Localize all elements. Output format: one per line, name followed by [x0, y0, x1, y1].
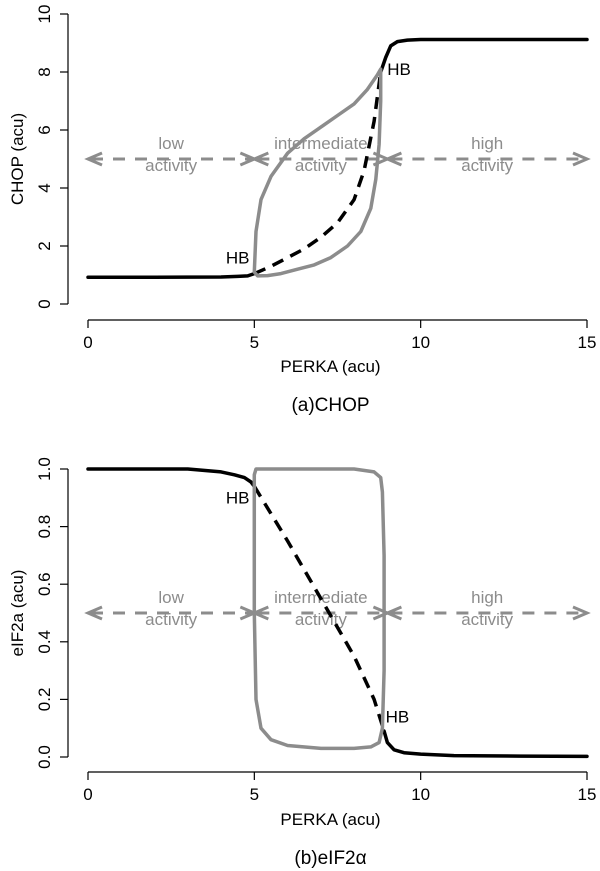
hopf-bifurcation-label: HB — [387, 60, 411, 79]
region-arrow-left-head — [383, 605, 402, 621]
region-arrow-left-head — [84, 605, 103, 621]
y-tick-label: 6 — [35, 125, 54, 134]
hopf-bifurcation-label: HB — [386, 707, 410, 726]
x-tick-label: 10 — [411, 785, 430, 804]
region-label: low — [158, 134, 184, 153]
region-label: activity — [461, 156, 513, 175]
unstable-steady-state-series — [252, 485, 386, 732]
x-tick-label: 15 — [578, 333, 597, 352]
region-label: high — [471, 134, 503, 153]
region-high-activity: high activity — [383, 134, 591, 175]
limit-cycle-series — [252, 67, 383, 278]
y-tick-label: 0.6 — [35, 572, 54, 596]
y-tick-label: 10 — [35, 5, 54, 24]
stable-steady-state-series — [86, 271, 257, 280]
y-axis-label: CHOP (acu) — [8, 113, 27, 205]
y-tick-label: 2 — [35, 241, 54, 250]
hopf-bifurcation-label: HB — [226, 489, 250, 508]
hopf-bifurcation-label: HB — [226, 248, 250, 267]
region-label: activity — [295, 156, 347, 175]
region-arrow-left-head — [383, 151, 402, 167]
region-label: low — [158, 588, 184, 607]
x-axis-label: PERKA (acu) — [280, 810, 380, 829]
chart-panel-2: 0 5 10 15 0.0 0.2 0.4 0.6 0.8 1.0 PERKA (acu) eIF2a… — [8, 457, 596, 869]
stable-steady-state-series — [86, 467, 257, 489]
limit-cycle-series — [252, 467, 386, 751]
region-high-activity: high activity — [383, 588, 591, 629]
region-label: high — [471, 588, 503, 607]
y-tick-label: 8 — [35, 67, 54, 76]
chart-panel-1: 0 5 10 15 0 2 4 6 8 10 PERKA (acu) CHOP (acu) (a)CHO… — [8, 5, 596, 416]
region-label: activity — [461, 610, 513, 629]
region-label: intermediate — [274, 134, 368, 153]
region-arrow-right-head — [572, 605, 591, 621]
x-tick-label: 10 — [411, 333, 430, 352]
region-low-activity: low activity — [84, 134, 259, 175]
region-label: activity — [145, 156, 197, 175]
x-tick-label: 15 — [578, 785, 597, 804]
unstable-steady-state-series — [253, 71, 383, 276]
x-tick-label: 5 — [250, 333, 259, 352]
x-axis-label: PERKA (acu) — [280, 357, 380, 376]
y-tick-label: 4 — [35, 183, 54, 192]
region-arrow-right-head — [572, 151, 591, 167]
region-label: activity — [145, 610, 197, 629]
y-tick-label: 0.2 — [35, 688, 54, 712]
panel-caption: (b)eIF2α — [294, 848, 366, 869]
x-tick-label: 5 — [250, 785, 259, 804]
x-tick-label: 0 — [83, 333, 92, 352]
panel-caption: (a)CHOP — [291, 395, 369, 416]
y-axis-label: eIF2a (acu) — [8, 570, 27, 657]
y-tick-label: 0.4 — [35, 630, 54, 654]
region-low-activity: low activity — [84, 588, 259, 629]
stable-steady-state-series — [382, 729, 589, 759]
region-label: activity — [295, 610, 347, 629]
region-arrow-left-head — [250, 151, 269, 167]
x-tick-label: 0 — [83, 785, 92, 804]
y-tick-label: 0.0 — [35, 745, 54, 769]
y-tick-label: 0.8 — [35, 515, 54, 539]
region-arrow-left-head — [84, 151, 103, 167]
stable-steady-state-series — [378, 37, 589, 74]
y-tick-label: 1.0 — [35, 457, 54, 481]
y-tick-label: 0 — [35, 299, 54, 308]
